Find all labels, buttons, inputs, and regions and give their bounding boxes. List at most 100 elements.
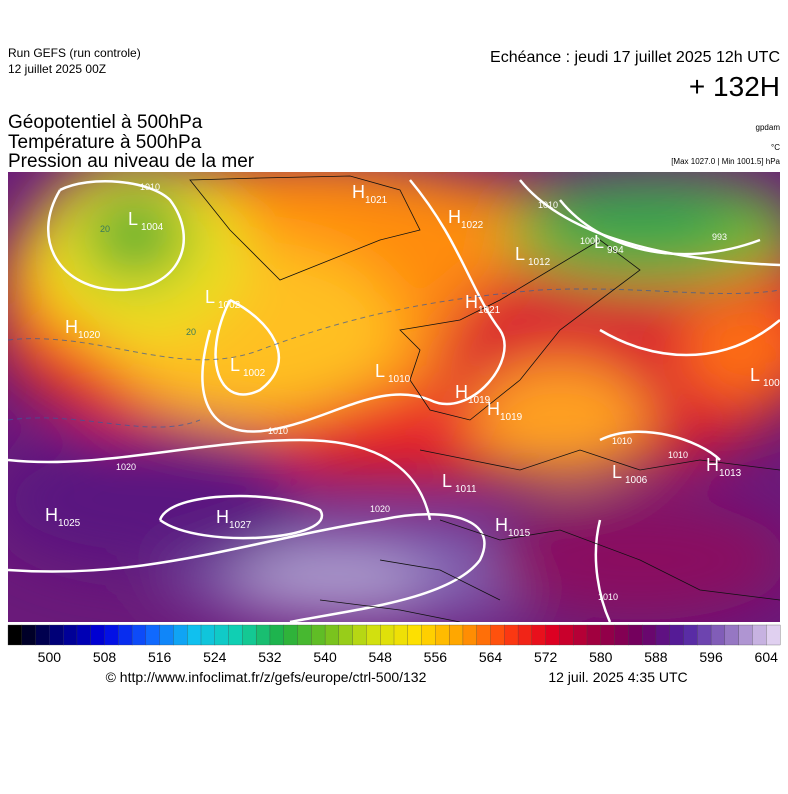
colorbar-swatch: [641, 624, 657, 646]
colorbar-swatch: [380, 624, 395, 646]
contour-label: 1010: [598, 592, 618, 602]
contour-label: 993: [712, 232, 727, 242]
colorbar-swatch: [738, 624, 753, 646]
center-pressure: 1012: [528, 257, 551, 268]
center-type: H: [65, 317, 78, 337]
center-pressure: 100: [763, 378, 780, 389]
colorbar-tick-label: 500: [38, 649, 62, 665]
center-pressure: 1021: [365, 195, 388, 206]
map: [8, 172, 780, 622]
colorbar-tick-label: 516: [148, 649, 172, 665]
colorbar-tick-label: 540: [313, 649, 337, 665]
unit: gpdam: [756, 123, 781, 132]
colorbar-swatch: [600, 624, 616, 646]
issued: 12 juil. 2025 4:35 UTC: [548, 669, 687, 685]
center-pressure: 1027: [229, 520, 252, 531]
valid-time: Echéance : jeudi 17 juillet 2025 12h UTC: [490, 49, 780, 66]
colorbar-swatch: [655, 624, 671, 646]
colorbar-swatch: [435, 624, 450, 646]
center-pressure: 1025: [58, 518, 81, 529]
lead-time: + 132H: [689, 71, 780, 102]
center-pressure: 1021: [478, 305, 501, 316]
center-type: H: [216, 507, 229, 527]
colorbar-swatch: [724, 624, 740, 646]
contour-label: 1010: [668, 450, 688, 460]
center-pressure: 1020: [78, 330, 101, 341]
center-pressure: 1013: [719, 468, 742, 479]
colorbar-swatch: [62, 624, 78, 646]
contour-label: 20: [186, 327, 196, 337]
colorbar-swatch: [76, 624, 92, 646]
colorbar-swatch: [545, 624, 560, 646]
colorbar-swatch: [200, 624, 216, 646]
center-type: H: [45, 505, 58, 525]
colorbar-swatch: [297, 624, 312, 646]
run-date: 12 juillet 2025 00Z: [8, 62, 106, 76]
run: Run GEFS (run controle): [8, 46, 141, 60]
colorbar-swatch: [366, 624, 381, 646]
colorbar-tick-label: 532: [258, 649, 282, 665]
colorbar-swatch: [559, 624, 574, 646]
contour-label: 1010: [612, 436, 632, 446]
colorbar-swatch: [573, 624, 588, 646]
colorbar-swatch: [448, 624, 464, 646]
center-type: L: [230, 355, 240, 375]
colorbar-tick-label: 508: [93, 649, 117, 665]
colorbar-swatch: [766, 624, 781, 646]
colorbar-swatch: [35, 624, 50, 646]
colorbar-swatch: [338, 624, 354, 646]
contour-label: 1010: [268, 426, 288, 436]
colorbar-swatch: [21, 624, 37, 646]
colorbar-tick-label: 572: [534, 649, 558, 665]
colorbar-tick-label: 556: [424, 649, 448, 665]
unit: [Max 1027.0 | Min 1001.5] hPa: [671, 157, 780, 166]
colorbar-tick-label: 588: [644, 649, 668, 665]
colorbar-swatch: [393, 624, 409, 646]
colorbar-swatch: [476, 624, 491, 646]
colorbar-swatch: [407, 624, 423, 646]
center-type: L: [750, 365, 760, 385]
center-type: L: [205, 287, 215, 307]
center-type: H: [487, 399, 500, 419]
center-type: L: [128, 209, 138, 229]
center-pressure: 1019: [500, 412, 523, 423]
center-pressure: 1019: [468, 395, 491, 406]
colorbar-swatch: [187, 624, 202, 646]
colorbar-swatch: [517, 624, 533, 646]
colorbar-swatch: [462, 624, 478, 646]
colorbar-swatch: [283, 624, 298, 646]
contour-label: 20: [100, 224, 110, 234]
colorbar-swatch: [752, 624, 767, 646]
center-type: H: [448, 207, 461, 227]
colorbar-tick-label: 524: [203, 649, 227, 665]
center-type: H: [495, 515, 508, 535]
contour-label: 1020: [116, 462, 136, 472]
center-type: H: [455, 382, 468, 402]
field: Température à 500hPa: [8, 132, 202, 153]
colorbar-swatch: [7, 624, 23, 646]
colorbar-swatch: [504, 624, 519, 646]
colorbar-swatch: [90, 624, 105, 646]
center-type: L: [375, 361, 385, 381]
center-pressure: 1015: [508, 528, 531, 539]
colorbar-swatch: [104, 624, 119, 646]
colorbar-swatch: [269, 624, 285, 646]
colorbar: 500 508 516 524 532 540 548 556 564 572 580 588 596 6…: [7, 624, 781, 665]
colorbar-swatch: [118, 624, 133, 646]
center-type: L: [612, 462, 622, 482]
center-type: H: [465, 292, 478, 312]
colorbar-swatch: [531, 624, 547, 646]
colorbar-swatch: [628, 624, 643, 646]
colorbar-swatch: [490, 624, 505, 646]
center-type: H: [352, 182, 365, 202]
field: Pression au niveau de la mer: [8, 151, 255, 172]
colorbar-tick-label: 596: [699, 649, 723, 665]
contour-label: 1020: [370, 504, 390, 514]
colorbar-swatch: [324, 624, 340, 646]
field: Géopotentiel à 500hPa: [8, 112, 203, 133]
center-pressure: 1022: [461, 220, 484, 231]
colorbar-swatch: [159, 624, 174, 646]
colorbar-tick-label: 604: [755, 649, 779, 665]
colorbar-swatch: [697, 624, 712, 646]
